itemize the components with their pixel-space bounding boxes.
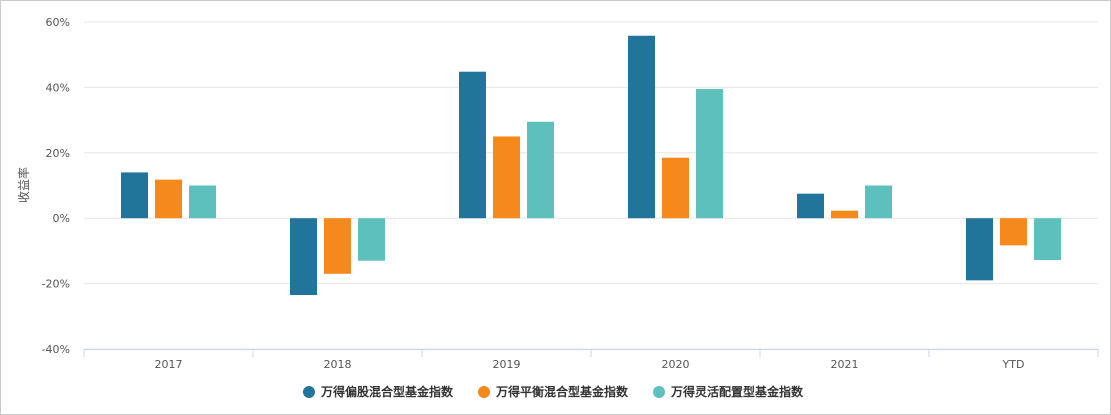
bar[interactable]: [966, 218, 993, 281]
legend-label: 万得灵活配置型基金指数: [670, 384, 804, 399]
bars: [121, 35, 1061, 296]
y-axis-ticks: -40% -20% 0% 20% 40% 60%: [42, 16, 70, 356]
bar[interactable]: [628, 35, 655, 219]
bar[interactable]: [696, 89, 723, 219]
x-tick-label: 2020: [662, 358, 690, 371]
bar[interactable]: [459, 71, 486, 219]
y-tick-label: 20%: [46, 147, 70, 160]
bar[interactable]: [865, 185, 892, 219]
y-tick-label: 60%: [46, 16, 70, 29]
bar[interactable]: [493, 136, 520, 219]
y-tick-label: -20%: [42, 278, 70, 291]
x-axis: 2017 2018 2019 2020 2021 YTD: [83, 349, 1099, 371]
bar[interactable]: [527, 121, 554, 219]
bar[interactable]: [189, 185, 216, 219]
legend-label: 万得偏股混合型基金指数: [320, 384, 454, 399]
legend-label: 万得平衡混合型基金指数: [495, 384, 629, 399]
y-axis-label: 收益率: [16, 167, 31, 203]
bar[interactable]: [1000, 218, 1027, 246]
x-tick-label: 2019: [493, 358, 521, 371]
grid-lines: [84, 21, 1098, 350]
bar[interactable]: [324, 218, 351, 274]
legend-item[interactable]: 万得灵活配置型基金指数: [653, 384, 804, 399]
y-tick-label: 0%: [53, 212, 70, 225]
x-tick-label: 2021: [831, 358, 859, 371]
legend-item[interactable]: 万得偏股混合型基金指数: [303, 384, 454, 399]
legend-marker: [303, 386, 315, 398]
x-tick-label: 2017: [155, 358, 183, 371]
legend-marker: [653, 386, 665, 398]
x-tick-label: 2018: [324, 358, 352, 371]
legend-item[interactable]: 万得平衡混合型基金指数: [478, 384, 629, 399]
bar[interactable]: [358, 218, 385, 261]
y-tick-label: 40%: [46, 81, 70, 94]
bar[interactable]: [662, 157, 689, 219]
legend[interactable]: 万得偏股混合型基金指数 万得平衡混合型基金指数 万得灵活配置型基金指数: [303, 384, 804, 399]
x-tick-label: YTD: [1002, 358, 1025, 371]
bar[interactable]: [831, 210, 858, 219]
bar[interactable]: [121, 172, 148, 219]
legend-marker: [478, 386, 490, 398]
y-tick-label: -40%: [42, 343, 70, 356]
bar[interactable]: [155, 179, 182, 219]
bar[interactable]: [1034, 218, 1061, 261]
bar[interactable]: [797, 193, 824, 219]
bar[interactable]: [290, 218, 317, 296]
